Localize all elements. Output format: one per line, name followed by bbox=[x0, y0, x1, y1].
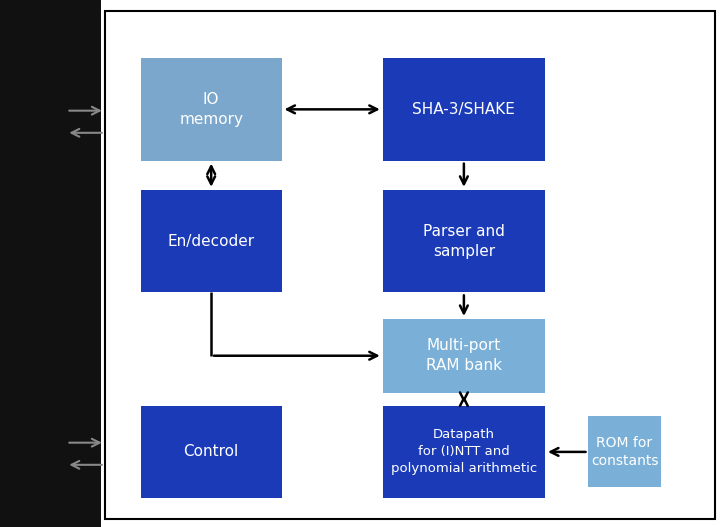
Text: Parser and
sampler: Parser and sampler bbox=[423, 223, 505, 259]
Text: En/decoder: En/decoder bbox=[168, 233, 255, 249]
Text: SHA-3/SHAKE: SHA-3/SHAKE bbox=[412, 102, 516, 117]
Text: Multi-port
RAM bank: Multi-port RAM bank bbox=[426, 338, 502, 373]
Bar bbox=[383, 406, 545, 498]
Bar bbox=[141, 58, 282, 161]
Text: Datapath
for (I)NTT and
polynomial arithmetic: Datapath for (I)NTT and polynomial arith… bbox=[391, 428, 537, 475]
Text: ROM for
constants: ROM for constants bbox=[591, 436, 658, 468]
Bar bbox=[141, 406, 282, 498]
Bar bbox=[105, 11, 715, 519]
Bar bbox=[383, 58, 545, 161]
Bar bbox=[383, 190, 545, 292]
Bar bbox=[383, 319, 545, 393]
Text: Control: Control bbox=[183, 444, 239, 460]
Bar bbox=[0, 0, 101, 527]
Bar bbox=[588, 416, 661, 487]
Text: IO
memory: IO memory bbox=[179, 92, 243, 127]
Bar bbox=[141, 190, 282, 292]
